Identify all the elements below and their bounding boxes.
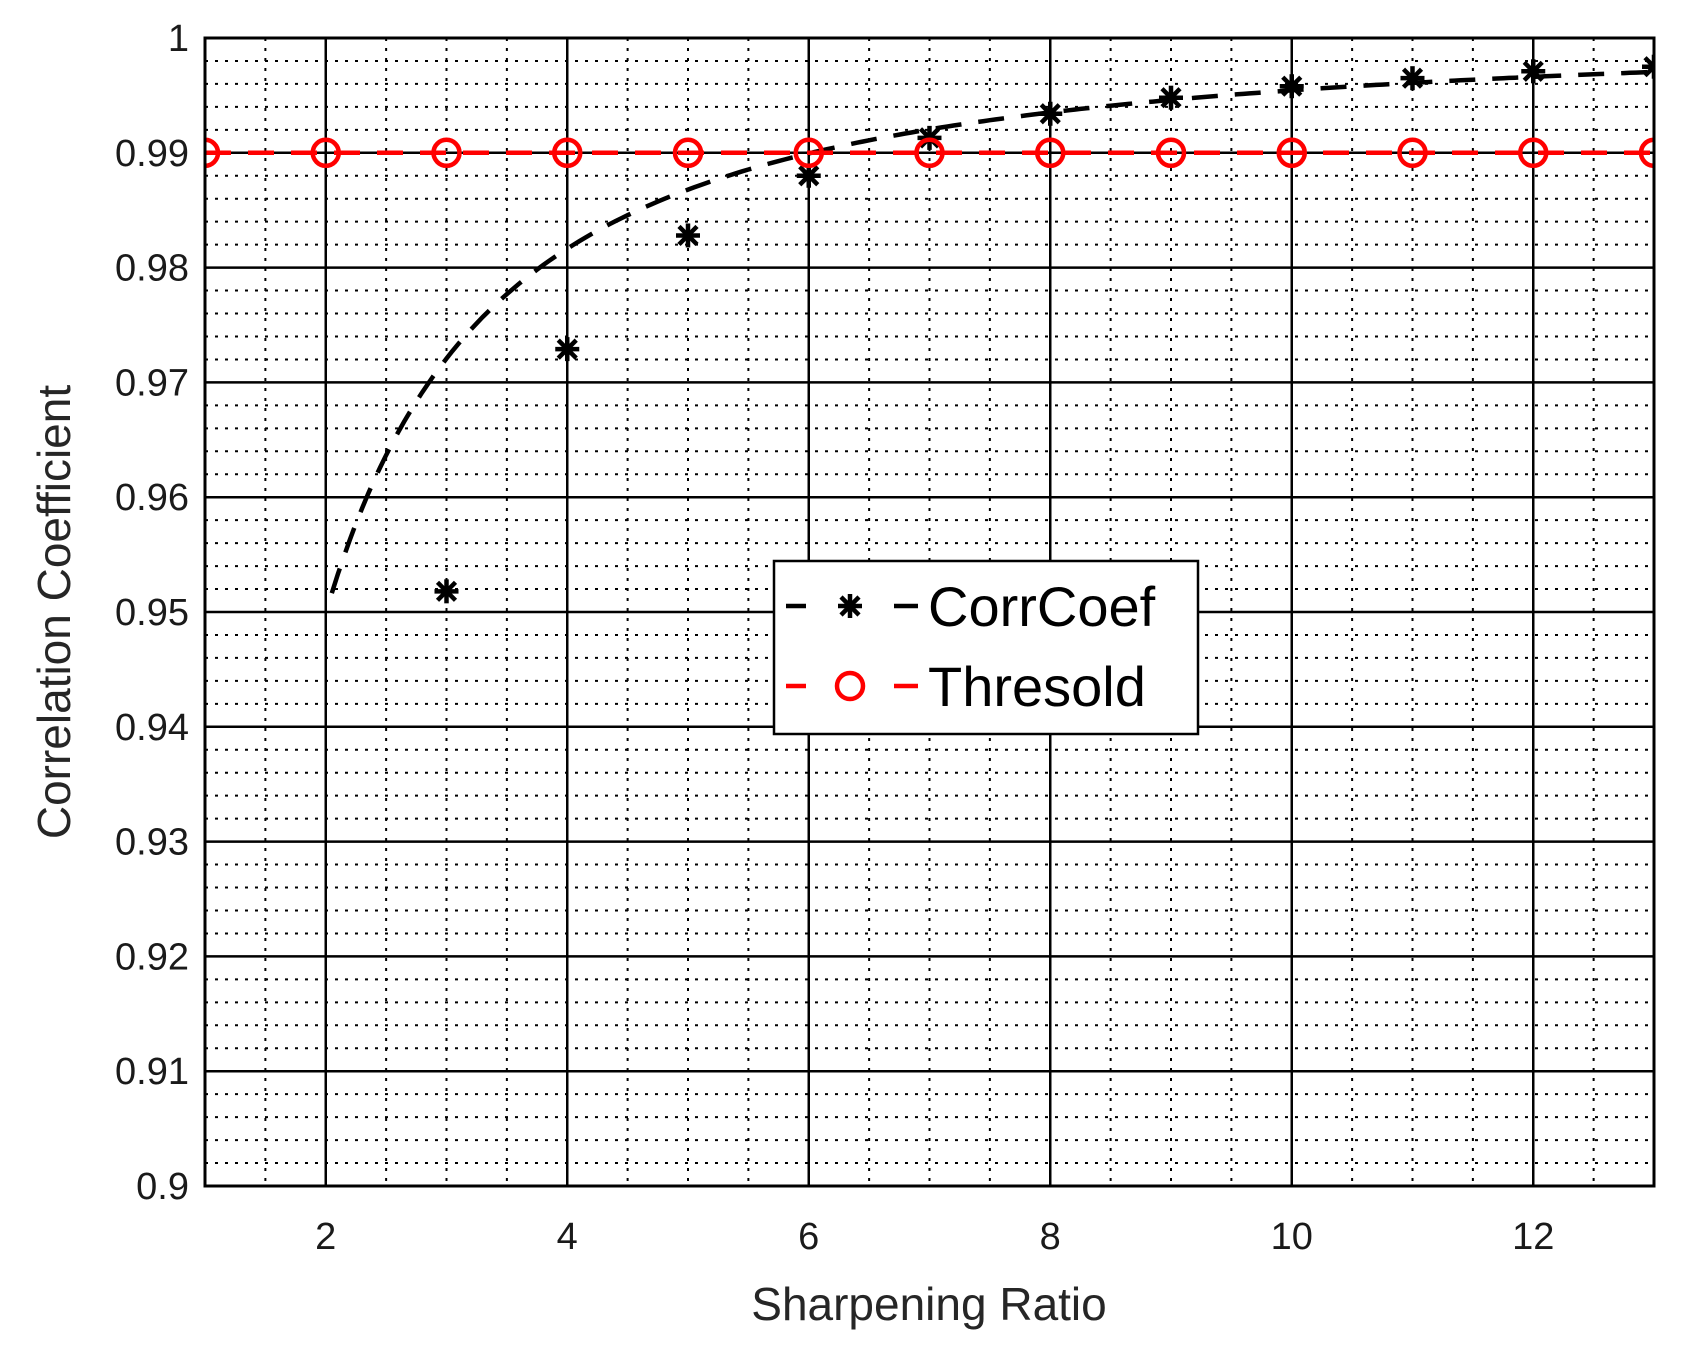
data-point xyxy=(914,137,945,169)
x-tick-label: 2 xyxy=(315,1216,336,1258)
y-tick-label: 0.95 xyxy=(115,592,189,634)
data-point xyxy=(676,223,700,248)
x-tick-label: 12 xyxy=(1512,1216,1554,1258)
y-tick-label: 1 xyxy=(168,18,189,60)
data-point xyxy=(1035,137,1066,169)
minor-grid xyxy=(205,38,1654,1186)
legend-label: CorrCoef xyxy=(928,575,1156,638)
data-point xyxy=(1521,59,1546,84)
data-point xyxy=(1638,137,1654,169)
data-point xyxy=(1155,137,1187,169)
legend-box xyxy=(772,559,1200,736)
data-point xyxy=(1276,137,1307,169)
data-point xyxy=(1159,85,1183,110)
data-point xyxy=(1279,74,1304,99)
legend-label: Thresold xyxy=(928,655,1146,718)
data-point xyxy=(555,337,580,362)
data-point xyxy=(205,137,221,169)
data-point xyxy=(793,137,824,169)
y-tick-label: 0.9 xyxy=(136,1166,189,1208)
legend-marker-asterisk xyxy=(838,594,862,618)
x-tick-label: 10 xyxy=(1271,1216,1313,1258)
x-tick-label: 6 xyxy=(798,1216,819,1258)
x-tick-labels: 2 4 6 8 10 12 xyxy=(315,1216,1554,1258)
x-axis-label: Sharpening Ratio xyxy=(751,1278,1106,1330)
legend-marker-circle xyxy=(834,670,866,702)
y-tick-label: 0.96 xyxy=(115,477,189,519)
series-thresold xyxy=(205,137,1654,169)
legend: CorrCoef Thresold xyxy=(772,559,1200,736)
data-point xyxy=(1038,101,1063,126)
data-point xyxy=(1518,137,1549,169)
y-tick-labels: 0.9 0.91 0.92 0.93 0.94 0.95 0.96 0.97 0.98 0.99 1 xyxy=(115,18,189,1208)
data-point xyxy=(1400,66,1425,91)
plot-border xyxy=(203,36,1656,1188)
legend-item-corrcoef: CorrCoef xyxy=(786,575,1156,638)
data-point xyxy=(672,137,704,169)
data-point xyxy=(552,137,583,169)
y-tick-label: 0.97 xyxy=(115,362,189,404)
y-tick-label: 0.98 xyxy=(115,248,189,290)
x-tick-label: 8 xyxy=(1040,1216,1061,1258)
data-point xyxy=(1397,137,1428,169)
y-tick-label: 0.99 xyxy=(115,133,189,175)
x-tick-label: 4 xyxy=(557,1216,578,1258)
series-layer xyxy=(205,54,1654,604)
y-axis-label: Correlation Coefficient xyxy=(28,385,80,839)
legend-item-thresold: Thresold xyxy=(786,655,1146,718)
data-point xyxy=(1642,54,1654,79)
series-corrcoef xyxy=(329,54,1654,604)
data-point xyxy=(796,163,821,188)
data-point xyxy=(431,137,462,169)
y-tick-label: 0.92 xyxy=(115,936,189,978)
data-point xyxy=(434,579,459,604)
data-point xyxy=(310,137,341,169)
y-tick-label: 0.91 xyxy=(115,1051,189,1093)
y-tick-label: 0.94 xyxy=(115,707,189,749)
series-line xyxy=(329,69,1654,594)
y-tick-label: 0.93 xyxy=(115,822,189,864)
